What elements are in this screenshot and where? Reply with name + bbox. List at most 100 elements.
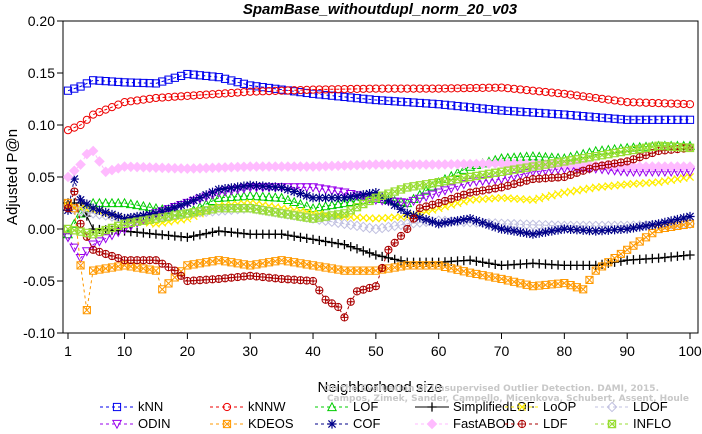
point-cof [534, 228, 544, 238]
point-lof [132, 199, 143, 210]
point-knnw [120, 98, 129, 107]
point-fastabod [68, 165, 80, 177]
point-cof [201, 190, 211, 200]
point-ldf [384, 245, 393, 254]
point-simplifiedlof [314, 235, 324, 246]
point-knnw [371, 84, 380, 93]
point-knn [434, 100, 443, 109]
point-knnw [296, 85, 305, 95]
point-knnw [528, 86, 538, 95]
point-knnw [76, 120, 85, 130]
point-simplifiedlof [685, 250, 695, 260]
point-cof [572, 225, 582, 235]
point-cof [371, 188, 381, 198]
legend-entry-ldf: LDF [505, 416, 568, 431]
point-cof [427, 217, 438, 227]
point-knn [484, 105, 494, 114]
point-ldf [359, 285, 368, 294]
point-simplifiedlof [207, 227, 218, 237]
point-knnw [466, 83, 475, 93]
y-tick-label: -0.05 [23, 273, 55, 289]
point-knnw [409, 84, 418, 93]
point-odin [515, 170, 526, 180]
point-simplifiedlof [302, 233, 312, 243]
point-knn [114, 77, 123, 87]
point-loop [635, 179, 644, 188]
point-cof [163, 204, 174, 214]
point-loop [491, 194, 500, 203]
point-ldf [378, 263, 387, 273]
point-ldf [390, 238, 399, 247]
point-knnw [648, 98, 657, 108]
point-odin [433, 188, 444, 198]
point-cof [132, 211, 142, 222]
point-knn [340, 92, 349, 102]
point-knn [516, 107, 525, 116]
point-cof [478, 218, 488, 228]
point-loop [396, 212, 406, 221]
point-cof [289, 186, 299, 197]
point-loop [554, 189, 563, 199]
point-cof [559, 224, 569, 234]
point-knnw [352, 84, 362, 94]
point-cof [471, 216, 481, 226]
legend: kNN kNNW LOF SimplifiedLOF LoOP LDOF ODIN KDEOS… [100, 399, 671, 431]
point-cof [113, 211, 123, 222]
point-loop [641, 178, 651, 188]
point-knnw [264, 86, 274, 96]
point-knn [346, 93, 355, 102]
point-ldof [332, 217, 344, 229]
legend-label: INFLO [633, 416, 671, 431]
point-knn [183, 69, 192, 79]
point-knn [390, 97, 399, 106]
point-knn [101, 77, 110, 86]
point-cof [327, 193, 337, 203]
point-lof [251, 190, 262, 201]
legend-label: LoOP [543, 399, 576, 414]
point-knn [220, 74, 230, 83]
point-knnw [516, 85, 525, 94]
point-loop [503, 194, 512, 203]
point-loop [497, 193, 506, 202]
point-knn [170, 73, 179, 82]
point-cof [402, 208, 412, 218]
point-simplifiedlof [327, 237, 337, 248]
point-cof [138, 210, 148, 221]
point-cof [277, 182, 287, 192]
point-loop [572, 186, 581, 195]
point-knn [70, 84, 79, 93]
point-knn [327, 91, 336, 100]
point-simplifiedlof [201, 228, 211, 239]
point-lof [295, 198, 306, 209]
point-ldf [371, 282, 380, 291]
point-knnw [346, 84, 355, 94]
point-knnw [503, 84, 512, 93]
point-knn [453, 101, 462, 111]
point-knnw [428, 84, 437, 93]
point-loop [365, 214, 374, 223]
point-simplifiedlof [339, 240, 350, 250]
point-odin [458, 180, 469, 190]
point-odin [414, 194, 425, 205]
point-knnw [139, 95, 148, 104]
legend-entry-ldof: LDOF [595, 399, 668, 414]
point-cof [547, 226, 557, 236]
point-cof [679, 213, 689, 223]
x-tick-label: 70 [494, 343, 510, 359]
point-knn [641, 115, 651, 124]
point-lof [282, 194, 293, 204]
y-tick-label: 0.05 [28, 169, 55, 185]
point-ldf [63, 204, 73, 213]
point-loop [679, 173, 688, 183]
point-odin [465, 178, 476, 188]
point-knn [403, 98, 412, 107]
legend-label: kNNW [248, 399, 286, 414]
point-knnw [685, 100, 695, 109]
point-loop [541, 192, 550, 202]
point-ldf [321, 295, 330, 304]
point-knnw [164, 93, 173, 102]
point-knn [202, 71, 211, 81]
legend-marker [327, 419, 337, 429]
point-knn [258, 83, 267, 92]
point-knnw [572, 91, 582, 100]
